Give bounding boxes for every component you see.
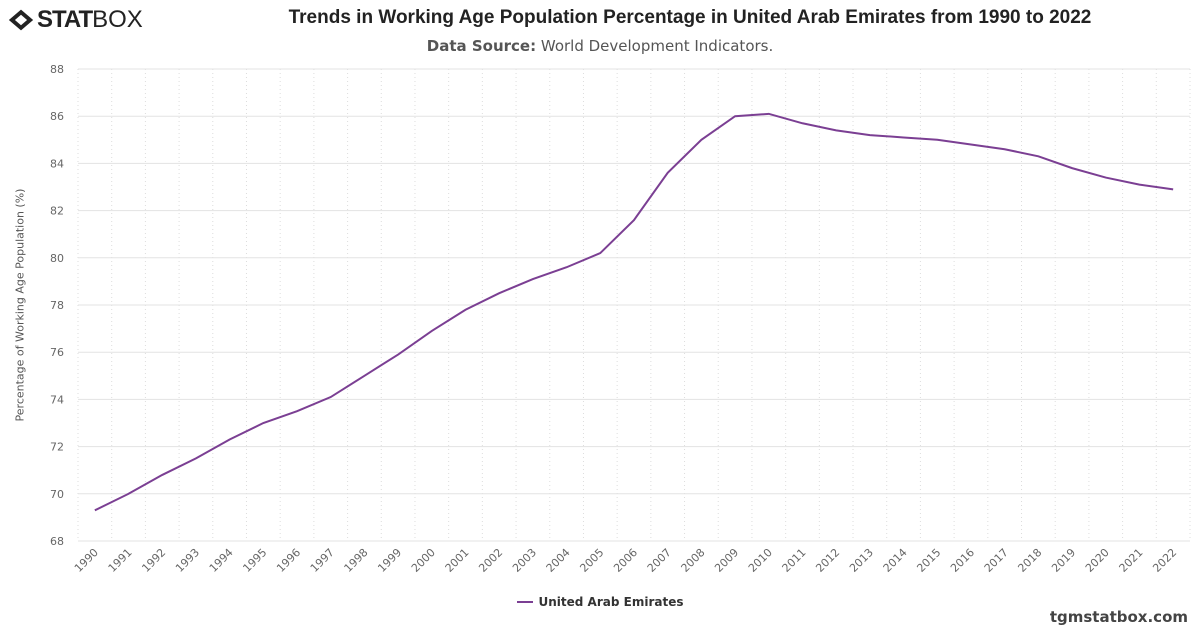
y-tick-label: 80 [50,252,64,265]
y-tick-label: 88 [50,63,64,76]
y-tick-label: 70 [50,488,64,501]
site-credit: tgmstatbox.com [1049,608,1188,626]
y-tick-label: 78 [50,299,64,312]
x-tick-label: 2007 [645,546,674,575]
legend[interactable]: United Arab Emirates [0,595,1200,609]
y-tick-label: 86 [50,110,64,123]
y-tick-label: 76 [50,346,64,359]
x-tick-label: 1996 [274,546,303,575]
subtitle-label: Data Source: [426,37,537,55]
x-tick-label: 1997 [308,546,337,575]
y-tick-label: 68 [50,535,64,548]
y-tick-label: 84 [50,157,64,170]
x-tick-label: 2015 [914,546,943,575]
x-tick-label: 2004 [544,546,573,575]
x-tick-label: 1999 [375,546,404,575]
x-tick-label: 2009 [712,546,741,575]
x-tick-label: 1993 [173,546,202,575]
x-tick-label: 1994 [207,546,236,575]
x-tick-label: 2020 [1083,546,1112,575]
legend-swatch [516,601,533,603]
x-tick-label: 2019 [1049,546,1078,575]
x-tick-label: 2013 [847,546,876,575]
x-tick-label: 2001 [443,546,472,575]
chart-title: Trends in Working Age Population Percent… [288,7,1092,28]
x-tick-label: 2018 [1015,546,1044,575]
diamond-logo-icon [8,9,34,31]
x-tick-label: 1998 [342,546,371,575]
x-tick-label: 2021 [1117,546,1146,575]
y-tick-label: 82 [50,205,64,218]
x-tick-label: 1991 [106,546,135,575]
x-tick-label: 2012 [813,546,842,575]
x-tick-label: 2010 [746,546,775,575]
x-tick-label: 2008 [679,546,708,575]
x-tick-label: 2011 [780,546,809,575]
chart-subtitle: Data Source: World Development Indicator… [0,37,1200,55]
x-tick-label: 2022 [1150,546,1179,575]
x-tick-label: 1990 [72,546,101,575]
legend-label: United Arab Emirates [538,595,684,609]
x-tick-label: 2014 [881,546,910,575]
x-tick-label: 1995 [240,546,269,575]
x-tick-label: 1992 [139,546,168,575]
logo-text-light: BOX [92,6,143,33]
x-tick-label: 2000 [409,546,438,575]
logo-text-bold: STAT [37,6,93,33]
x-tick-label: 2017 [982,546,1011,575]
statbox-logo: STAT BOX [8,6,143,34]
x-tick-label: 2006 [611,546,640,575]
x-tick-label: 2005 [577,546,606,575]
x-tick-label: 2002 [476,546,505,575]
subtitle-value: World Development Indicators. [540,37,774,55]
x-tick-label: 2003 [510,546,539,575]
x-tick-label: 2016 [948,546,977,575]
y-tick-label: 74 [50,393,64,406]
series-line [94,112,1174,512]
y-tick-label: 72 [50,441,64,454]
